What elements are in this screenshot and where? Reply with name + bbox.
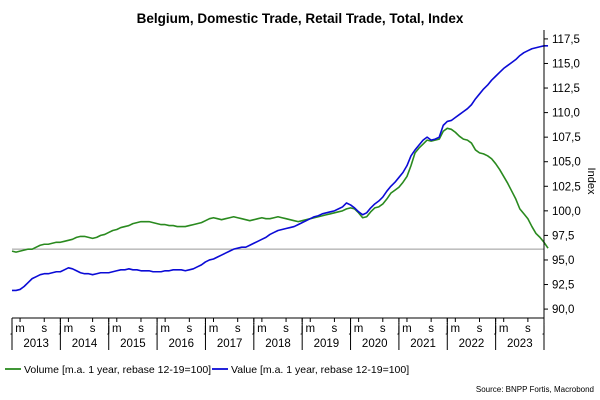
y-tick-label: 110,0 (552, 108, 580, 120)
x-year-label: 2013 (23, 338, 49, 350)
legend-label-volume: Volume [m.a. 1 year, rebase 12-19=100] (24, 364, 211, 376)
y-axis-label: Index (585, 168, 597, 195)
x-year-label: 2015 (120, 338, 146, 350)
x-month-label: m (257, 323, 267, 335)
x-month-label: m (499, 323, 509, 335)
y-tick-label: 90,0 (552, 304, 574, 316)
y-tick-label: 92,5 (552, 280, 574, 292)
x-month-label: s (428, 323, 434, 335)
x-year-label: 2020 (362, 338, 388, 350)
legend-label-value: Value [m.a. 1 year, rebase 12-19=100] (231, 364, 409, 376)
series-line-value (12, 44, 549, 292)
y-tick-label: 117,5 (552, 34, 580, 46)
x-month-label: s (477, 323, 483, 335)
axes: 90,0 92,5 95,0 97,5 100,0 102,5 105,0 107,5 110,… (10, 30, 581, 350)
y-tick-label: 112,5 (552, 83, 580, 95)
x-month-label: s (380, 323, 386, 335)
x-month-label: s (41, 323, 47, 335)
x-month-label: s (138, 323, 144, 335)
y-tick-label: 115,0 (552, 58, 580, 70)
x-month-label: m (64, 323, 74, 335)
y-tick-label: 97,5 (552, 230, 574, 242)
x-month-label: m (402, 323, 412, 335)
x-year-label: 2022 (459, 338, 485, 350)
y-tick-label: 100,0 (552, 206, 581, 218)
x-month-label: m (112, 323, 122, 335)
series-line-volume (11, 127, 549, 253)
x-year-label: 2018 (265, 338, 291, 350)
x-month-label: s (525, 323, 531, 335)
x-month-label: s (283, 323, 289, 335)
x-year-label: 2023 (507, 338, 533, 350)
x-month-label: s (235, 323, 241, 335)
y-tick-label: 107,5 (552, 132, 581, 144)
x-year-label: 2021 (410, 338, 436, 350)
y-tick-label: 102,5 (552, 181, 581, 193)
source-note: Source: BNPP Fortis, Macrobond (476, 385, 594, 394)
chart-title: Belgium, Domestic Trade, Retail Trade, T… (137, 11, 464, 26)
x-month-label: m (160, 323, 170, 335)
x-month-label: m (354, 323, 364, 335)
x-month-label: m (209, 323, 219, 335)
x-month-label: s (90, 323, 96, 335)
x-year-label: 2017 (217, 338, 243, 350)
x-year-label: 2019 (314, 338, 340, 350)
plot-area (11, 44, 549, 292)
legend: Volume [m.a. 1 year, rebase 12-19=100] Va… (5, 364, 409, 376)
x-month-label: s (332, 323, 338, 335)
x-month-label: m (305, 323, 315, 335)
x-year-label: 2016 (168, 338, 194, 350)
x-month-label: s (186, 323, 192, 335)
y-tick-label: 105,0 (552, 157, 581, 169)
x-month-label: m (451, 323, 461, 335)
x-month-label: m (15, 323, 25, 335)
y-tick-label: 95,0 (552, 255, 574, 267)
x-year-label: 2014 (72, 338, 98, 350)
